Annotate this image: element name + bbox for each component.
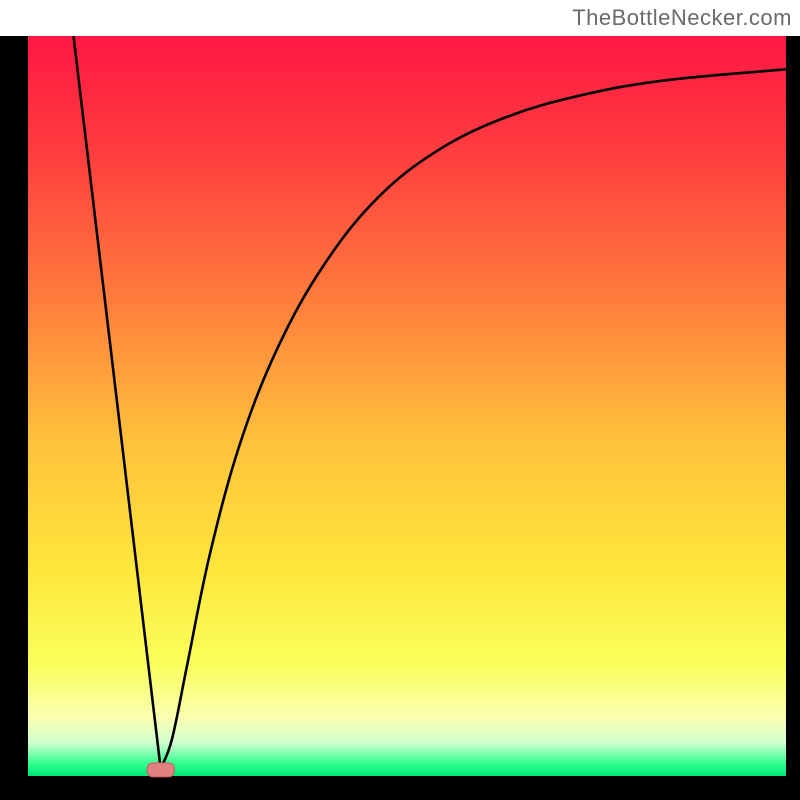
figure-root: TheBottleNecker.com [0, 0, 800, 800]
bottleneck-curve-path [73, 36, 786, 769]
bottleneck-curve-svg [28, 36, 786, 776]
attribution-text: TheBottleNecker.com [572, 5, 792, 31]
plot-frame [0, 36, 800, 800]
attribution-bar: TheBottleNecker.com [0, 0, 800, 36]
optimal-point-marker [146, 762, 175, 777]
plot-area [28, 36, 786, 776]
